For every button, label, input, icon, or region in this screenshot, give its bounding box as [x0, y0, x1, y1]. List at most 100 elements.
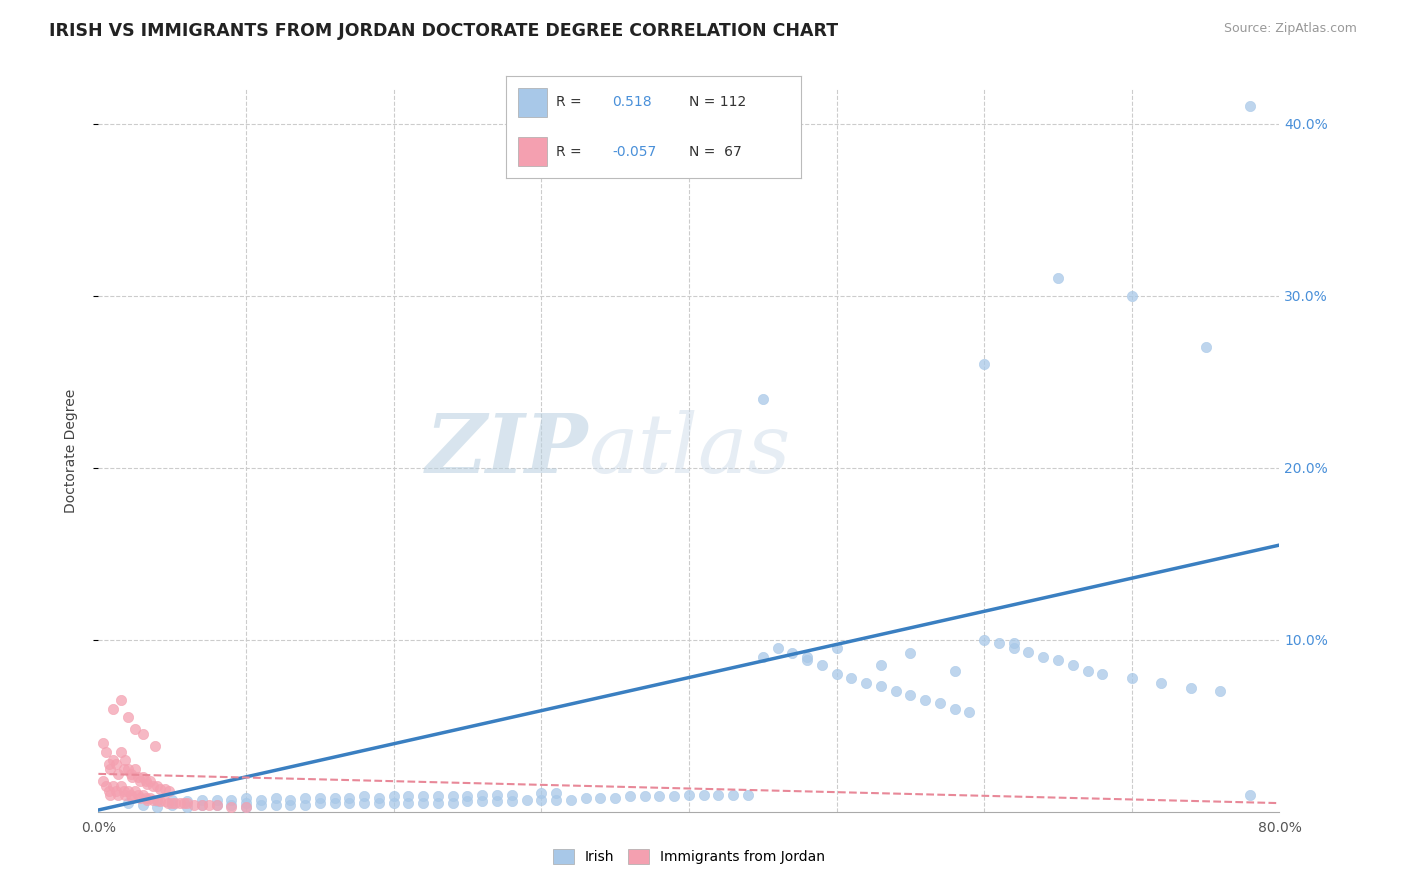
Point — [501, 794, 523, 808]
Point — [914, 693, 936, 707]
Point — [678, 788, 700, 802]
Point — [782, 647, 804, 661]
Point — [110, 744, 132, 758]
Point — [486, 794, 509, 808]
Point — [441, 796, 464, 810]
Point — [1239, 99, 1261, 113]
Point — [1091, 667, 1114, 681]
Point — [884, 684, 907, 698]
Point — [128, 773, 150, 788]
Point — [825, 641, 848, 656]
Text: N = 112: N = 112 — [689, 95, 747, 110]
Point — [94, 779, 117, 793]
Point — [929, 696, 952, 710]
Point — [457, 794, 479, 808]
Text: Source: ZipAtlas.com: Source: ZipAtlas.com — [1223, 22, 1357, 36]
Point — [516, 793, 538, 807]
Point — [1239, 788, 1261, 802]
Point — [121, 770, 143, 784]
Point — [339, 791, 361, 805]
Point — [132, 727, 155, 741]
Point — [135, 773, 157, 788]
Point — [575, 791, 598, 805]
Text: ZIP: ZIP — [426, 410, 589, 491]
Point — [146, 793, 169, 807]
Point — [264, 797, 287, 812]
Point — [235, 799, 257, 814]
Point — [501, 788, 523, 802]
Point — [486, 788, 509, 802]
Point — [648, 789, 671, 804]
Point — [105, 784, 128, 798]
Point — [323, 796, 346, 810]
Point — [1002, 641, 1025, 656]
Point — [1195, 340, 1218, 354]
Point — [103, 753, 125, 767]
Point — [139, 773, 162, 788]
Point — [120, 767, 142, 781]
Point — [153, 782, 176, 797]
Point — [112, 762, 135, 776]
Point — [294, 791, 316, 805]
Point — [619, 789, 641, 804]
Point — [250, 797, 273, 812]
Text: N =  67: N = 67 — [689, 145, 742, 159]
Point — [634, 789, 657, 804]
Point — [737, 788, 759, 802]
Point — [103, 779, 125, 793]
Point — [530, 786, 553, 800]
Point — [162, 796, 183, 810]
Point — [146, 794, 169, 808]
Bar — [517, 88, 547, 117]
Point — [546, 786, 568, 800]
Point — [943, 664, 966, 678]
Point — [173, 796, 195, 810]
Point — [870, 658, 893, 673]
Point — [530, 793, 553, 807]
Point — [124, 784, 146, 798]
Point — [157, 784, 180, 798]
Point — [221, 797, 243, 812]
Point — [176, 796, 198, 810]
Point — [382, 796, 405, 810]
Point — [457, 789, 479, 804]
Point — [959, 705, 981, 719]
Point — [112, 784, 135, 798]
Point — [142, 779, 165, 793]
Point — [870, 679, 893, 693]
Point — [752, 649, 775, 664]
Point — [117, 796, 139, 810]
Point — [943, 701, 966, 715]
Point — [156, 796, 179, 810]
Point — [117, 710, 139, 724]
Point — [398, 796, 420, 810]
Point — [250, 793, 273, 807]
Point — [142, 793, 165, 807]
Point — [294, 797, 316, 812]
Point — [135, 791, 157, 805]
Point — [973, 632, 995, 647]
Point — [664, 789, 686, 804]
Point — [235, 796, 257, 810]
Point — [796, 649, 818, 664]
Point — [810, 658, 832, 673]
Point — [198, 797, 221, 812]
Point — [98, 762, 121, 776]
Point — [149, 782, 172, 797]
Point — [988, 636, 1011, 650]
Point — [723, 788, 745, 802]
Bar — [517, 137, 547, 166]
Text: R =: R = — [557, 95, 582, 110]
Point — [165, 796, 187, 810]
Point — [221, 799, 243, 814]
Point — [589, 791, 612, 805]
Point — [162, 793, 183, 807]
Point — [176, 794, 198, 808]
Point — [146, 799, 169, 814]
Point — [97, 784, 120, 798]
Point — [143, 739, 166, 754]
Point — [900, 688, 922, 702]
Point — [110, 693, 132, 707]
Point — [412, 789, 434, 804]
Point — [235, 791, 257, 805]
